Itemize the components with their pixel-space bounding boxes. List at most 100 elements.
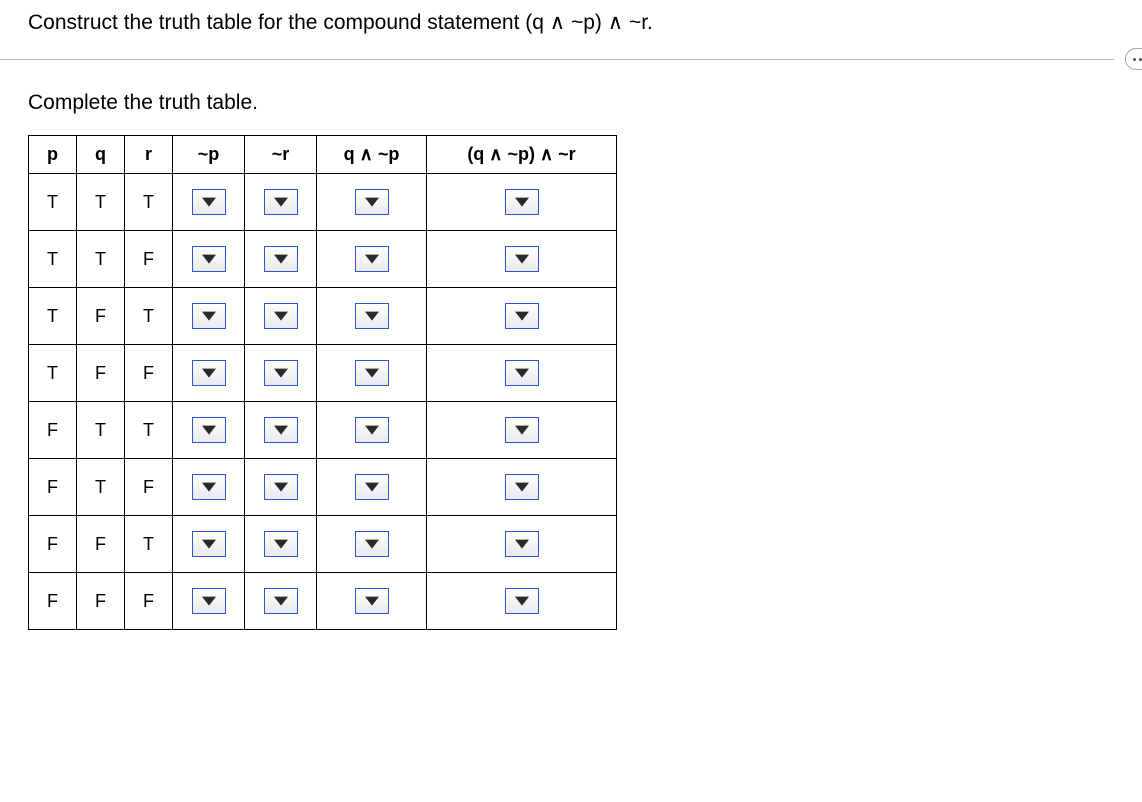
chevron-down-icon — [365, 369, 379, 378]
cell-q-and-not-p — [317, 288, 427, 345]
chevron-down-icon — [274, 369, 288, 378]
table-row: TTT — [29, 174, 617, 231]
cell-not-p — [173, 345, 245, 402]
chevron-down-icon — [515, 312, 529, 321]
col-header-q: q — [77, 136, 125, 174]
cell-not-p — [173, 516, 245, 573]
cell-final — [427, 174, 617, 231]
table-row: FFT — [29, 516, 617, 573]
col-header-not-r: ~r — [245, 136, 317, 174]
dropdown-not-r[interactable] — [264, 246, 298, 272]
chevron-down-icon — [274, 540, 288, 549]
dropdown-q-and-not-p[interactable] — [355, 474, 389, 500]
cell-not-r — [245, 459, 317, 516]
divider-row — [0, 59, 1142, 61]
dropdown-not-r[interactable] — [264, 474, 298, 500]
dropdown-not-r[interactable] — [264, 360, 298, 386]
dropdown-not-r[interactable] — [264, 417, 298, 443]
dropdown-not-r[interactable] — [264, 531, 298, 557]
cell-p: F — [29, 573, 77, 630]
dropdown-final[interactable] — [505, 246, 539, 272]
cell-not-r — [245, 402, 317, 459]
cell-q-and-not-p — [317, 231, 427, 288]
dropdown-not-p[interactable] — [192, 303, 226, 329]
dropdown-not-p[interactable] — [192, 474, 226, 500]
dropdown-final[interactable] — [505, 303, 539, 329]
cell-r: F — [125, 345, 173, 402]
chevron-down-icon — [365, 312, 379, 321]
cell-q-and-not-p — [317, 459, 427, 516]
col-header-final: (q ∧ ~p) ∧ ~r — [427, 136, 617, 174]
cell-final — [427, 459, 617, 516]
dropdown-not-p[interactable] — [192, 588, 226, 614]
cell-p: T — [29, 345, 77, 402]
chevron-down-icon — [365, 255, 379, 264]
chevron-down-icon — [202, 369, 216, 378]
cell-q: F — [77, 345, 125, 402]
dropdown-final[interactable] — [505, 360, 539, 386]
cell-not-p — [173, 459, 245, 516]
cell-r: F — [125, 459, 173, 516]
cell-q-and-not-p — [317, 174, 427, 231]
cell-r: T — [125, 402, 173, 459]
dropdown-not-r[interactable] — [264, 189, 298, 215]
dropdown-not-p[interactable] — [192, 531, 226, 557]
dropdown-not-p[interactable] — [192, 189, 226, 215]
more-options-button[interactable] — [1125, 48, 1142, 70]
chevron-down-icon — [365, 483, 379, 492]
dropdown-q-and-not-p[interactable] — [355, 588, 389, 614]
col-header-q-and-not-p: q ∧ ~p — [317, 136, 427, 174]
cell-not-p — [173, 231, 245, 288]
cell-q: F — [77, 516, 125, 573]
cell-final — [427, 516, 617, 573]
chevron-down-icon — [274, 198, 288, 207]
dropdown-q-and-not-p[interactable] — [355, 189, 389, 215]
dropdown-not-p[interactable] — [192, 246, 226, 272]
cell-q: T — [77, 459, 125, 516]
col-header-p: p — [29, 136, 77, 174]
chevron-down-icon — [515, 369, 529, 378]
chevron-down-icon — [515, 198, 529, 207]
chevron-down-icon — [202, 597, 216, 606]
chevron-down-icon — [515, 483, 529, 492]
chevron-down-icon — [515, 597, 529, 606]
cell-r: F — [125, 231, 173, 288]
dropdown-final[interactable] — [505, 531, 539, 557]
cell-final — [427, 573, 617, 630]
dropdown-final[interactable] — [505, 189, 539, 215]
cell-q-and-not-p — [317, 573, 427, 630]
chevron-down-icon — [515, 540, 529, 549]
cell-p: T — [29, 288, 77, 345]
dropdown-q-and-not-p[interactable] — [355, 246, 389, 272]
cell-r: T — [125, 288, 173, 345]
chevron-down-icon — [365, 198, 379, 207]
dropdown-final[interactable] — [505, 417, 539, 443]
dropdown-final[interactable] — [505, 588, 539, 614]
dropdown-not-r[interactable] — [264, 303, 298, 329]
chevron-down-icon — [274, 597, 288, 606]
chevron-down-icon — [274, 255, 288, 264]
cell-not-r — [245, 516, 317, 573]
dropdown-final[interactable] — [505, 474, 539, 500]
dropdown-q-and-not-p[interactable] — [355, 417, 389, 443]
dropdown-q-and-not-p[interactable] — [355, 303, 389, 329]
col-header-r: r — [125, 136, 173, 174]
table-row: TTF — [29, 231, 617, 288]
cell-p: T — [29, 174, 77, 231]
cell-p: T — [29, 231, 77, 288]
cell-q: T — [77, 402, 125, 459]
chevron-down-icon — [274, 426, 288, 435]
chevron-down-icon — [202, 483, 216, 492]
cell-final — [427, 402, 617, 459]
dropdown-q-and-not-p[interactable] — [355, 531, 389, 557]
dropdown-not-p[interactable] — [192, 360, 226, 386]
cell-q-and-not-p — [317, 516, 427, 573]
dropdown-not-r[interactable] — [264, 588, 298, 614]
chevron-down-icon — [202, 540, 216, 549]
dropdown-q-and-not-p[interactable] — [355, 360, 389, 386]
truth-table: p q r ~p ~r q ∧ ~p (q ∧ ~p) ∧ ~r TTTTTFT… — [28, 135, 617, 630]
cell-p: F — [29, 459, 77, 516]
chevron-down-icon — [365, 597, 379, 606]
dropdown-not-p[interactable] — [192, 417, 226, 443]
page-container: Construct the truth table for the compou… — [0, 0, 1142, 654]
